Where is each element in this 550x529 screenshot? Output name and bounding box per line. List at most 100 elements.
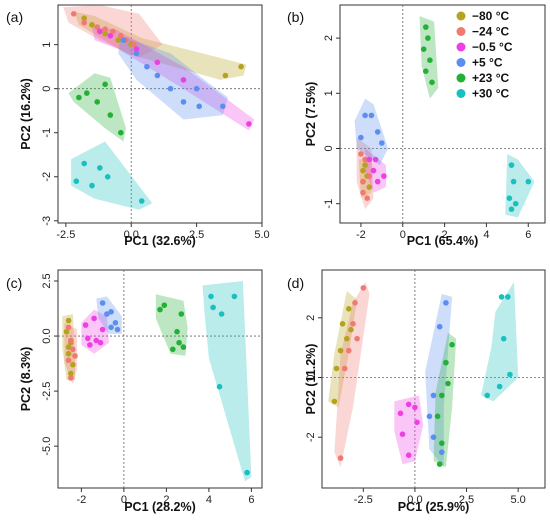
x-tick-label: 2.5 <box>459 494 474 506</box>
panel-3: -2 0 2 4 6 2.5 0.0 -2.5 -5.0 PC1 (28.2%) PC2 (8.3%… <box>6 269 263 514</box>
legend-marker <box>456 89 466 98</box>
data-point-group-2 <box>360 285 367 291</box>
data-point-group-5 <box>107 112 114 118</box>
data-point-group-1 <box>339 321 346 327</box>
data-point-group-5 <box>429 79 435 86</box>
data-point-group-1 <box>81 15 87 21</box>
legend: −80 °C −24 °C−0.5 °C +5 °C+23 °C +30 °C <box>456 9 513 101</box>
data-point-group-5 <box>445 380 451 387</box>
y-tick-label: 0 <box>305 374 317 380</box>
x-tick-label: 4 <box>206 494 212 506</box>
plot-frame <box>339 4 546 224</box>
data-point-group-2 <box>81 19 87 26</box>
data-point-group-5 <box>176 339 182 346</box>
data-point-group-4 <box>114 326 121 333</box>
data-point-group-5 <box>94 99 100 105</box>
y-tick-label: -2 <box>305 432 317 442</box>
group-hull-6 <box>481 281 519 402</box>
data-point-group-6 <box>231 293 238 300</box>
data-point-group-5 <box>427 57 433 63</box>
y-tick-label: 1 <box>41 42 53 48</box>
data-point-group-6 <box>208 293 214 300</box>
data-point-group-3 <box>374 178 381 185</box>
data-point-group-6 <box>244 469 250 476</box>
panel-label: (c) <box>6 275 22 291</box>
data-point-group-1 <box>70 361 76 368</box>
y-tick-label: -2.5 <box>41 382 53 401</box>
y-tick-label: 0 <box>323 145 335 151</box>
data-point-group-4 <box>443 300 449 306</box>
data-point-group-4 <box>99 300 106 306</box>
x-tick-label: 0.0 <box>407 494 422 506</box>
data-point-group-3 <box>154 59 161 66</box>
data-point-group-3 <box>133 46 140 52</box>
data-point-group-2 <box>102 26 108 32</box>
data-point-group-6 <box>507 371 513 378</box>
group-hull-5 <box>419 16 439 99</box>
x-tick-label: 2 <box>442 229 448 241</box>
data-point-group-5 <box>439 440 445 447</box>
y-tick-label: 2 <box>323 35 335 41</box>
data-point-group-2 <box>131 41 137 48</box>
x-axis-label: PC1 (32.6%) <box>124 234 196 248</box>
group-hull-6 <box>71 141 153 210</box>
data-point-group-2 <box>341 365 348 372</box>
data-point-group-6 <box>218 311 225 317</box>
group-hull-4 <box>118 35 228 120</box>
legend-marker <box>456 27 466 36</box>
data-point-group-4 <box>436 323 443 330</box>
data-point-group-4 <box>144 63 150 70</box>
y-tick-label: -5.0 <box>41 437 53 456</box>
data-point-group-2 <box>65 324 72 331</box>
y-tick-label: -2 <box>41 172 53 182</box>
data-point-group-4 <box>439 449 445 456</box>
data-point-group-5 <box>178 311 185 317</box>
data-point-group-2 <box>352 300 358 306</box>
data-point-group-4 <box>374 129 381 135</box>
legend-label: −24 °C <box>472 25 509 39</box>
data-point-group-5 <box>423 68 429 74</box>
legend-label: +30 °C <box>472 87 509 101</box>
x-tick-label: 4 <box>483 229 489 241</box>
x-tick-label: 5.0 <box>511 494 526 506</box>
legend-label: +5 °C <box>472 56 503 70</box>
x-tick-label: -2 <box>76 494 86 506</box>
data-point-group-4 <box>112 320 119 326</box>
data-point-group-5 <box>84 90 90 96</box>
legend-marker <box>456 73 466 83</box>
group-hull-5 <box>433 332 457 468</box>
data-point-group-2 <box>118 33 124 39</box>
data-point-group-6 <box>210 304 216 311</box>
data-point-group-4 <box>108 309 114 315</box>
group-hull-3 <box>92 27 255 131</box>
data-point-group-6 <box>73 178 80 184</box>
data-point-group-5 <box>76 94 82 101</box>
data-point-group-2 <box>70 346 76 353</box>
y-axis-label: PC2 (16.2%) <box>19 78 33 150</box>
y-tick-label: 0 <box>41 86 53 92</box>
data-point-group-6 <box>505 294 511 300</box>
data-point-group-6 <box>104 174 111 180</box>
data-point-group-5 <box>443 359 449 366</box>
data-point-group-2 <box>72 353 78 359</box>
plot-frame <box>57 269 263 489</box>
data-point-group-5 <box>180 344 187 350</box>
data-point-group-6 <box>506 195 513 201</box>
data-point-group-4 <box>108 324 114 331</box>
data-point-group-1 <box>65 344 72 350</box>
data-point-group-6 <box>508 162 515 168</box>
data-point-group-4 <box>196 103 202 110</box>
data-point-group-3 <box>246 121 252 127</box>
data-point-group-1 <box>115 37 121 43</box>
data-point-group-5 <box>425 35 431 41</box>
y-tick-label: -3 <box>41 216 53 226</box>
x-tick-label: 2.5 <box>189 229 204 241</box>
data-point-group-1 <box>366 184 373 190</box>
group-hull-2 <box>334 281 370 468</box>
data-point-group-3 <box>99 326 106 333</box>
data-point-group-3 <box>366 156 373 163</box>
data-point-group-3 <box>372 156 379 163</box>
y-tick-label: -1 <box>323 199 335 209</box>
data-point-group-2 <box>350 321 356 327</box>
